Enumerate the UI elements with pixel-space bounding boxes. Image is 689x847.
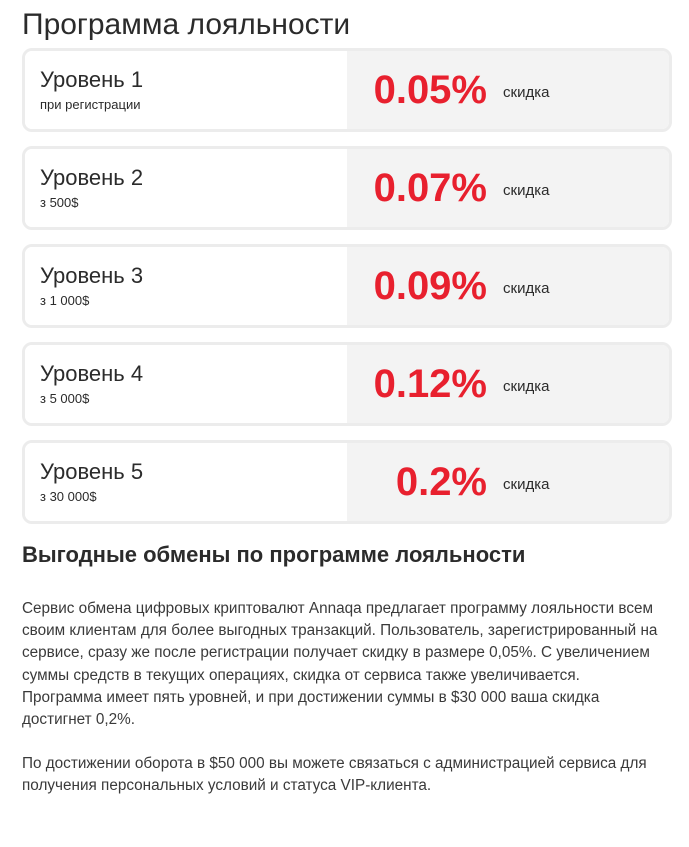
description-paragraph: Сервис обмена цифровых криптовалют Annaq…	[22, 600, 658, 729]
level-name: Уровень 5	[40, 459, 144, 484]
level-name: Уровень 3	[40, 263, 144, 288]
level-discount-value: 0.05%	[373, 68, 487, 112]
level-discount-value: 0.2%	[395, 460, 487, 504]
level-discount-panel	[347, 247, 669, 325]
page-title: Программа лояльности	[22, 8, 351, 41]
section-title: Выгодные обмены по программе лояльности	[22, 542, 526, 567]
level-info: Уровень 5 з 30 000$	[25, 443, 347, 521]
level-name: Уровень 4	[40, 361, 144, 386]
level-condition: при регистрации	[40, 97, 141, 112]
level-card-5: Уровень 5 з 30 000$ 0.2% скидка	[22, 440, 672, 524]
loyalty-page: Программа лояльности Уровень 1 при регис…	[22, 0, 672, 798]
level-card-3: Уровень 3 з 1 000$ 0.09% скидка	[22, 244, 672, 328]
level-condition: з 5 000$	[40, 391, 90, 406]
level-discount-unit: скидка	[503, 476, 550, 493]
level-discount-unit: скидка	[503, 378, 550, 395]
level-discount-panel	[347, 149, 669, 227]
level-discount-panel	[347, 51, 669, 129]
level-discount-unit: скидка	[503, 182, 550, 199]
level-condition: з 1 000$	[40, 293, 90, 308]
level-info: Уровень 2 з 500$	[25, 149, 347, 227]
levels-list: Уровень 1 при регистрации 0.05% скидка У…	[22, 48, 672, 524]
level-name: Уровень 2	[40, 165, 144, 190]
level-discount-panel	[347, 443, 669, 521]
level-discount-unit: скидка	[503, 280, 550, 297]
level-condition: з 500$	[40, 195, 79, 210]
level-discount-value: 0.07%	[373, 166, 487, 210]
level-discount-unit: скидка	[503, 84, 550, 101]
level-discount-value: 0.09%	[373, 264, 487, 308]
level-card-2: Уровень 2 з 500$ 0.07% скидка	[22, 146, 672, 230]
level-info: Уровень 1 при регистрации	[25, 51, 347, 129]
level-info: Уровень 4 з 5 000$	[25, 345, 347, 423]
description-paragraph: По достижении оборота в $50 000 вы может…	[22, 755, 647, 795]
level-card-4: Уровень 4 з 5 000$ 0.12% скидка	[22, 342, 672, 426]
level-name: Уровень 1	[40, 67, 144, 92]
level-card-1: Уровень 1 при регистрации 0.05% скидка	[22, 48, 672, 132]
level-discount-value: 0.12%	[373, 362, 487, 406]
level-info: Уровень 3 з 1 000$	[25, 247, 347, 325]
level-discount-panel	[347, 345, 669, 423]
level-condition: з 30 000$	[40, 489, 97, 504]
